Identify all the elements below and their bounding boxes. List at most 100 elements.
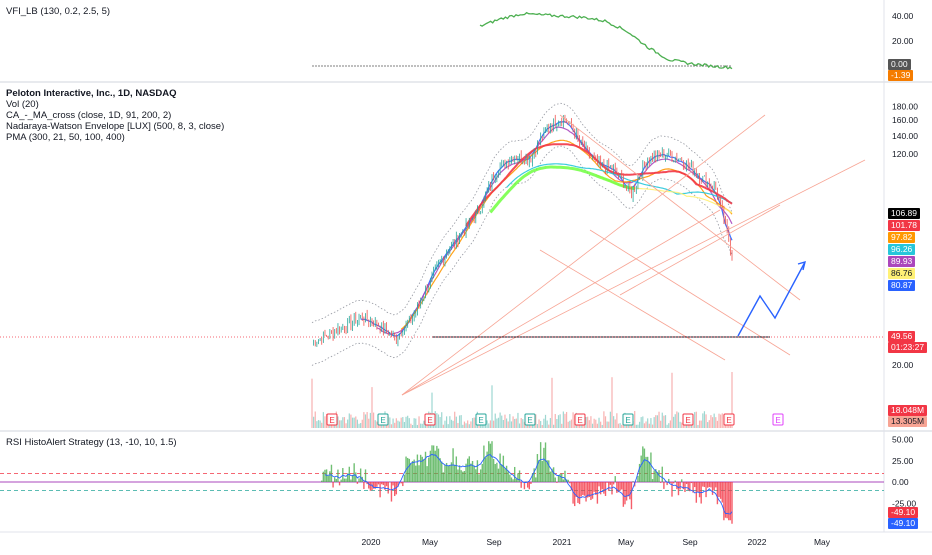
volume-bar (496, 419, 497, 428)
volume-bar (641, 417, 642, 428)
volume-bar (569, 421, 570, 428)
volume-bar (712, 417, 713, 428)
rsi-bar (407, 458, 408, 482)
volume-bar (636, 425, 637, 428)
volume-bar (462, 425, 463, 428)
rsi-bar (358, 478, 359, 482)
rsi-bar (621, 482, 622, 489)
price-tick-label: 160.00 (892, 115, 918, 125)
volume-bar (342, 417, 343, 428)
volume-bar (521, 418, 522, 428)
rsi-bar (413, 460, 414, 482)
volume-bar (555, 414, 556, 428)
volume-bar (652, 425, 653, 428)
rsi-bar (467, 459, 468, 482)
rsi-bar (516, 479, 517, 482)
volume-bar (495, 414, 496, 428)
volume-bar (600, 422, 601, 428)
volume-bar (422, 424, 423, 428)
volume-bar (620, 423, 621, 428)
volume-bar (504, 415, 505, 428)
rsi-bar (577, 482, 578, 503)
rsi-bar (681, 479, 682, 482)
volume-bar (318, 420, 319, 428)
rsi-bar (543, 448, 544, 482)
rsi-bar (454, 465, 455, 482)
volume-bar (324, 416, 325, 428)
time-tick-label: 2020 (362, 537, 381, 547)
rsi-bar (444, 465, 445, 482)
volume-bar (344, 417, 345, 428)
volume-bar (349, 413, 350, 428)
rsi-bar (388, 482, 389, 494)
rsi-bar (668, 479, 669, 482)
volume-bar (404, 422, 405, 428)
volume-bar (668, 423, 669, 428)
rsi-bar (637, 476, 638, 482)
rsi-bar (529, 482, 530, 489)
volume-bar (410, 424, 411, 428)
volume-bar (363, 412, 364, 428)
ma-cross-legend[interactable]: CA_-_MA_cross (close, 1D, 91, 200, 2) (6, 110, 171, 121)
volume-bar (488, 423, 489, 428)
vfi-legend[interactable]: VFI_LB (130, 0.2, 2.5, 5) (6, 6, 110, 17)
nadaraya-legend[interactable]: Nadaraya-Watson Envelope [LUX] (500, 8, … (6, 121, 224, 132)
rsi-bar (456, 456, 457, 482)
volume-bar (645, 421, 646, 428)
volume-bar (436, 413, 437, 428)
rsi-bar (709, 482, 710, 487)
rsi-bar (624, 482, 625, 504)
volume-avg-tag: 13.305M (888, 416, 927, 427)
volume-bar (613, 416, 614, 428)
rsi-bar (555, 477, 556, 482)
volume-bar (658, 412, 659, 428)
volume-bar (697, 425, 698, 428)
volume-bar (396, 418, 397, 428)
volume-bar (350, 415, 351, 428)
rsi-bar (593, 482, 594, 492)
time-tick-label: 2022 (748, 537, 767, 547)
rsi-legend[interactable]: RSI HistoAlert Strategy (13, -10, 10, 1.… (6, 437, 177, 448)
volume-bar (662, 413, 663, 428)
rsi-bar (642, 446, 643, 482)
rsi-bar (684, 482, 685, 492)
volume-bar (464, 422, 465, 428)
rsi-bar (694, 482, 695, 487)
rsi-bar (493, 459, 494, 482)
rsi-bar (334, 477, 335, 482)
rsi-bar (678, 482, 679, 495)
time-tick-label: May (814, 537, 831, 547)
volume-bar (354, 418, 355, 428)
symbol-title[interactable]: Peloton Interactive, Inc., 1D, NASDAQ (6, 88, 177, 99)
volume-bar (542, 425, 543, 428)
volume-bar (438, 414, 439, 428)
rsi-bar (392, 482, 393, 485)
earnings-marker-label: E (685, 416, 690, 425)
volume-bar (550, 418, 551, 428)
volume-bar (370, 413, 371, 428)
volume-bar (676, 411, 677, 428)
rsi-bar (488, 441, 489, 482)
volume-legend[interactable]: Vol (20) (6, 99, 39, 110)
rsi-bar (718, 482, 719, 497)
earnings-marker-label: E (625, 416, 630, 425)
volume-bar (694, 412, 695, 428)
rsi-bar (653, 470, 654, 482)
pma-legend[interactable]: PMA (300, 21, 50, 100, 400) (6, 132, 125, 143)
vfi-pane (312, 13, 732, 69)
rsi-bar (370, 482, 371, 491)
volume-bar (420, 424, 421, 428)
rsi-bar (626, 482, 627, 501)
rsi-bar (723, 482, 724, 520)
rsi-bar (628, 482, 629, 496)
rsi-bar (644, 449, 645, 482)
volume-bar (423, 421, 424, 428)
volume-bar (590, 416, 591, 428)
rsi-bar (663, 482, 664, 489)
volume-bar (545, 415, 546, 428)
volume-bar (511, 421, 512, 428)
earnings-marker-label: E (726, 416, 731, 425)
volume-bar (564, 414, 565, 428)
